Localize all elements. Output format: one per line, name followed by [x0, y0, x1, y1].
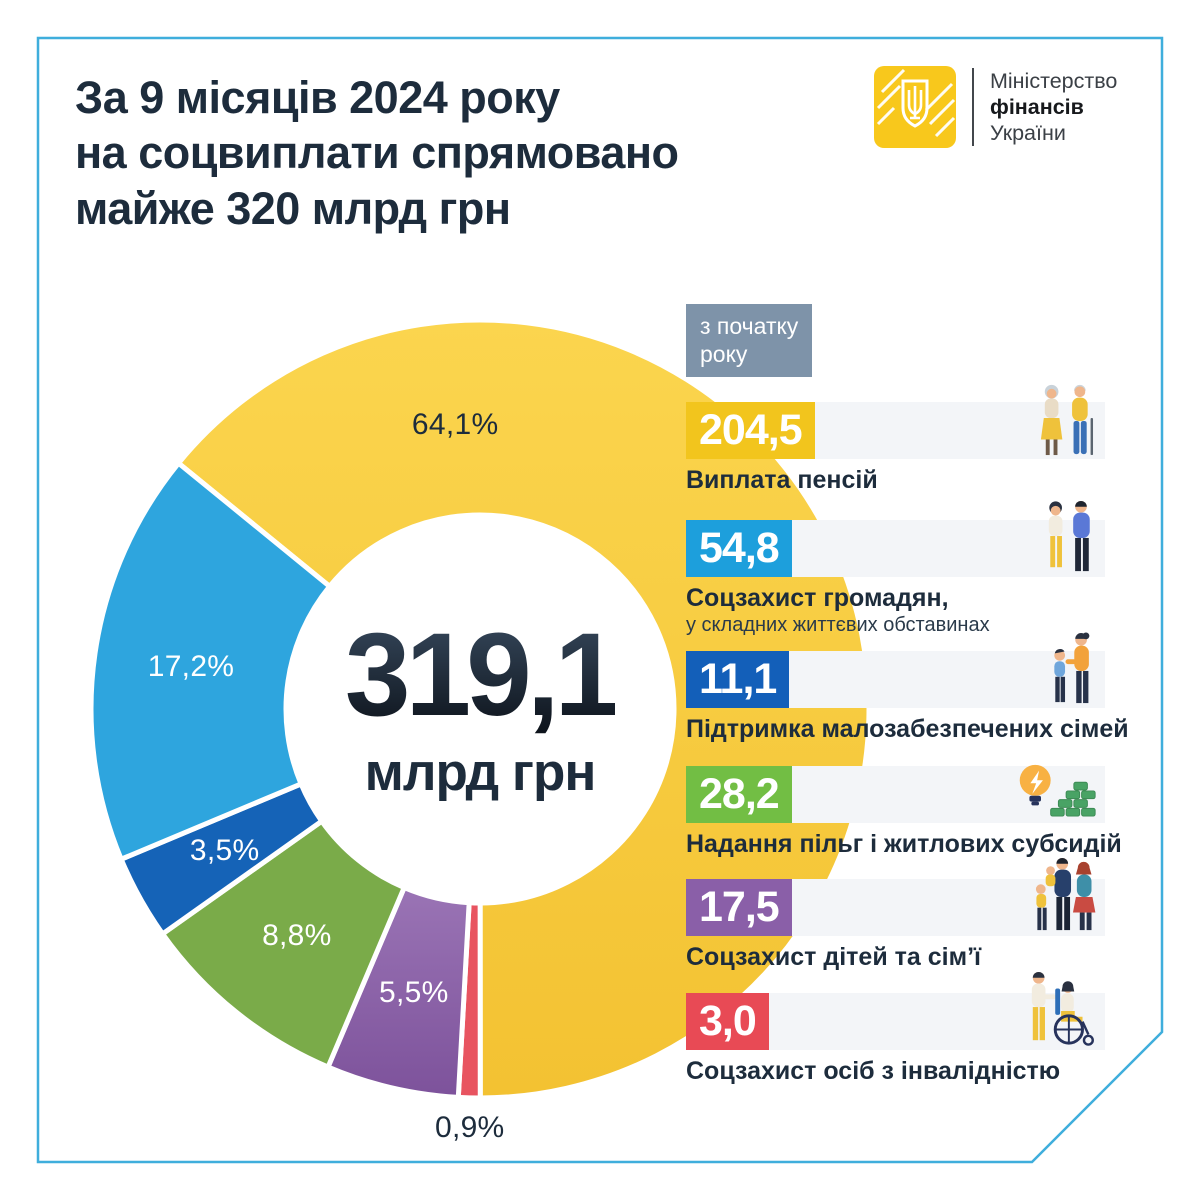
legend-label: Виплата пенсій — [686, 466, 878, 494]
pct-label-low-income-families: 3,5% — [189, 833, 260, 867]
total-value: 319,1 — [344, 608, 620, 741]
legend-sublabel: у складних життєвих обставинах — [686, 614, 990, 636]
value-badge: 28,2 — [686, 766, 792, 823]
donut-center: 319,1 млрд грн — [90, 313, 870, 1105]
pct-label-citizens-difficult: 17,2% — [147, 650, 235, 684]
ministry-name: Міністерство фінансів України — [990, 68, 1117, 146]
value-badge: 204,5 — [686, 402, 815, 459]
donut-slice-citizens-difficult — [90, 460, 333, 862]
legend-label: Надання пільг і житлових субсидій — [686, 830, 1122, 858]
ministry-name-line3: України — [990, 121, 1066, 145]
legend: 204,5 Виплата пенсій — [686, 384, 1129, 1111]
value-badge: 3,0 — [686, 993, 769, 1050]
ministry-name-line1: Міністерство — [990, 69, 1118, 93]
legend-item-benefits-subsidies: 28,2 Надання пільг і ж — [686, 764, 1122, 859]
legend-item-citizens-difficult: 54,8 Соцзахист громадян, у складних житт… — [686, 500, 1105, 637]
mother-child-illustration — [1048, 632, 1097, 706]
wheelchair-illustration — [1025, 970, 1097, 1048]
legend-item-children-families: 17,5 Соцзахист ді — [686, 857, 1105, 972]
legend-item-disability: 3,0 — [686, 971, 1105, 1086]
logo-divider — [972, 68, 974, 146]
legend-bar: 3,0 — [686, 971, 1105, 1050]
pct-label-benefits-subsidies: 8,8% — [262, 919, 332, 953]
pct-label-disability: 0,9% — [434, 1110, 505, 1144]
family-illustration — [1033, 856, 1097, 934]
legend-bar: 54,8 — [686, 500, 1105, 577]
couple-illustration — [1042, 499, 1097, 575]
bulb-money-illustration — [1012, 760, 1097, 818]
legend-bar: 17,5 — [686, 857, 1105, 936]
value-badge: 17,5 — [686, 879, 792, 936]
legend-item-low-income-families: 11,1 Підтримка малозабезпечених сімей — [686, 632, 1129, 744]
legend-bar: 28,2 — [686, 764, 1105, 823]
pct-label-children-families: 5,5% — [379, 976, 449, 1010]
legend-bar: 11,1 — [686, 632, 1105, 708]
pensioners-illustration — [1037, 381, 1097, 457]
period-badge: з початку року — [686, 304, 813, 378]
legend-label: Підтримка малозабезпечених сімей — [686, 715, 1129, 743]
ministry-name-line2: фінансів — [990, 95, 1084, 119]
trident-emblem-icon — [874, 66, 956, 148]
legend-bar: 204,5 — [686, 384, 1105, 459]
legend-label: Соцзахист дітей та сім’ї — [686, 943, 982, 971]
legend-item-pensions: 204,5 Виплата пенсій — [686, 384, 1105, 495]
ministry-logo: Міністерство фінансів України — [874, 66, 1117, 148]
value-badge: 54,8 — [686, 520, 792, 577]
legend-label: Соцзахист осіб з інвалідністю — [686, 1057, 1061, 1085]
value-badge: 11,1 — [686, 651, 790, 708]
legend-label: Соцзахист громадян, — [686, 584, 949, 612]
pct-label-pensions: 64,1% — [411, 408, 499, 442]
page-title: За 9 місяців 2024 року на соцвиплати спр… — [75, 72, 679, 234]
total-unit: млрд грн — [364, 742, 597, 802]
